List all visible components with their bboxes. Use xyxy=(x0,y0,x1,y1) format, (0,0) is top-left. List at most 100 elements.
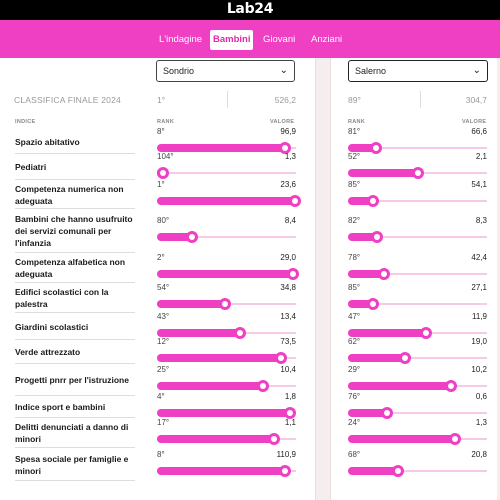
indicator-rank: 62° xyxy=(348,337,361,346)
top-bar: Lab24 xyxy=(0,0,500,20)
final-rank-left: 1° xyxy=(157,95,166,105)
section-nav: L'indagine Bambini Giovani Anziani xyxy=(0,20,500,58)
bar-track xyxy=(157,236,296,238)
bar-marker[interactable] xyxy=(267,433,280,445)
indicator-label: Pediatri xyxy=(15,162,47,172)
row-divider xyxy=(15,179,135,180)
tab-anziani[interactable]: Anziani xyxy=(311,34,343,45)
indicator-value: 20,8 xyxy=(471,449,487,459)
row-divider xyxy=(15,312,135,313)
bar-track xyxy=(348,357,487,359)
bar-marker[interactable] xyxy=(157,167,169,179)
indicator-label: Competenza numerica non adeguata xyxy=(15,183,124,206)
bar-fill xyxy=(157,435,274,443)
indicator-label: Competenza alfabetica non adeguata xyxy=(15,257,126,279)
bar-track xyxy=(348,146,487,149)
bar-marker[interactable] xyxy=(288,194,301,207)
indicator-value: 23,6 xyxy=(280,179,296,189)
tab-lindagine[interactable]: L'indagine xyxy=(159,34,203,45)
bar-marker[interactable] xyxy=(234,326,247,339)
indicator-rank: 52° xyxy=(348,152,361,161)
final-value-right: 304,7 xyxy=(465,95,487,105)
lab24-logo[interactable]: Lab24 xyxy=(226,1,274,17)
indicator-rank: 85° xyxy=(348,283,361,292)
indicator-rank: 8° xyxy=(157,449,165,459)
tab-bambini[interactable]: Bambini xyxy=(210,30,254,50)
indicator-value: 10,4 xyxy=(280,365,296,374)
indicator-value: 42,4 xyxy=(471,253,487,262)
bar-marker[interactable] xyxy=(367,298,380,310)
bar-marker[interactable] xyxy=(444,380,457,392)
divider xyxy=(420,91,421,108)
bar-fill xyxy=(348,409,387,417)
indicator-value: 66,6 xyxy=(471,126,487,136)
indicator-label: Spazio abitativo xyxy=(15,136,80,147)
indicator-value: 1,1 xyxy=(284,418,296,427)
indicator-value: 2,1 xyxy=(475,152,487,161)
bar-marker[interactable] xyxy=(380,407,393,419)
panel-divider xyxy=(315,58,316,500)
bar-fill xyxy=(157,382,263,390)
indicator-rank: 85° xyxy=(348,179,361,189)
bar-marker[interactable] xyxy=(411,167,424,179)
bar-fill xyxy=(157,300,226,308)
bar-fill xyxy=(348,300,374,308)
bar-marker[interactable] xyxy=(287,268,300,280)
indicator-value: 0,6 xyxy=(475,392,487,401)
indicator-value: 1,8 xyxy=(284,392,296,401)
indicator-label: Edifici scolastici con la palestra xyxy=(15,287,109,309)
indicator-rank: 8° xyxy=(157,126,165,136)
final-value-left: 526,2 xyxy=(274,95,296,105)
bar-marker[interactable] xyxy=(185,231,198,243)
row-divider xyxy=(15,153,135,154)
bar-fill xyxy=(157,143,285,152)
indicator-value: 13,4 xyxy=(280,311,296,321)
bar-marker[interactable] xyxy=(278,141,291,154)
indicator-label: Delitti denunciati a danno di minori xyxy=(15,422,129,444)
indicator-value: 29,0 xyxy=(280,253,296,262)
province-select-left[interactable]: Sondrio ⌄ xyxy=(156,60,295,82)
indicator-rank: 104° xyxy=(157,152,174,161)
bar-fill xyxy=(348,143,376,152)
tab-giovani[interactable]: Giovani xyxy=(263,34,296,45)
bar-marker[interactable] xyxy=(398,352,411,364)
bar-marker[interactable] xyxy=(449,433,462,445)
row-divider xyxy=(15,395,135,396)
row-divider xyxy=(15,208,135,209)
bar-fill xyxy=(157,270,294,278)
row-divider xyxy=(15,363,135,364)
bar-marker[interactable] xyxy=(371,231,384,243)
indicator-rank: 47° xyxy=(348,311,361,321)
row-divider xyxy=(15,339,135,340)
row-divider xyxy=(15,252,135,253)
bar-fill xyxy=(348,328,426,337)
bar-marker[interactable] xyxy=(369,141,382,154)
indicator-rank: 82° xyxy=(348,216,361,225)
province-select-right[interactable]: Salerno ⌄ xyxy=(348,60,488,82)
indicator-rank: 81° xyxy=(348,126,361,136)
indicator-value: 19,0 xyxy=(471,337,487,346)
bar-fill xyxy=(157,328,241,337)
bar-marker[interactable] xyxy=(284,407,297,419)
bar-marker[interactable] xyxy=(256,380,269,392)
bar-track xyxy=(157,172,296,174)
indicator-label: Spesa sociale per famiglie e minori xyxy=(15,453,129,476)
bar-marker[interactable] xyxy=(274,352,287,364)
bar-fill xyxy=(348,435,456,443)
bar-fill xyxy=(348,169,418,177)
row-divider xyxy=(15,480,135,481)
final-rank-right: 89° xyxy=(348,95,361,105)
bar-marker[interactable] xyxy=(419,326,432,339)
indicator-label: Indice sport e bambini xyxy=(15,402,106,412)
row-divider xyxy=(15,282,135,283)
bar-track xyxy=(348,412,487,414)
bar-marker[interactable] xyxy=(378,268,391,280)
bar-marker[interactable] xyxy=(278,464,291,477)
bar-marker[interactable] xyxy=(392,464,405,477)
chevron-down-icon: ⌄ xyxy=(279,65,288,76)
bar-marker[interactable] xyxy=(367,194,380,207)
indicator-value: 73,5 xyxy=(280,337,296,346)
bar-fill xyxy=(348,466,399,475)
indicator-rank: 80° xyxy=(157,216,170,225)
bar-marker[interactable] xyxy=(219,298,232,310)
